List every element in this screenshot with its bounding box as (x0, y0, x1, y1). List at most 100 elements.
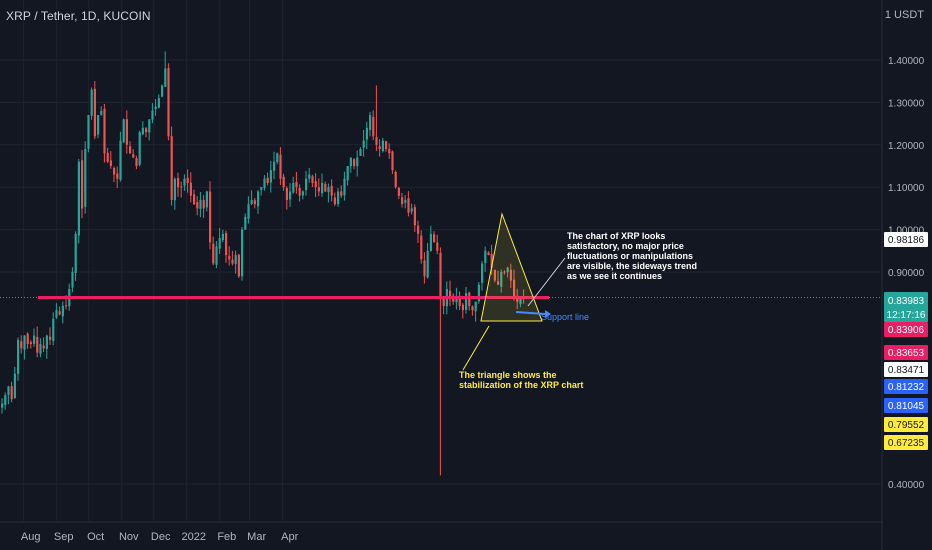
candle (180, 186, 183, 188)
candle (61, 305, 64, 317)
candle (29, 342, 32, 345)
candle (189, 182, 192, 196)
candle (298, 187, 301, 196)
price-label-3 (884, 362, 928, 377)
candle (266, 177, 269, 183)
candle (167, 68, 170, 137)
candle (503, 271, 506, 273)
candle (327, 187, 330, 193)
candle (365, 127, 368, 140)
candle (378, 146, 381, 150)
price-label-text-6: 0.79552 (888, 420, 925, 431)
price-label-2 (884, 345, 928, 360)
candle (202, 199, 205, 209)
candle (100, 110, 103, 115)
candle (413, 207, 416, 226)
y-tick-label-0: 1.40000 (888, 56, 925, 67)
candle (148, 119, 151, 133)
candle (429, 233, 432, 251)
candle (455, 297, 458, 303)
candle (362, 140, 365, 148)
candle (356, 157, 359, 167)
triangle-note-connector (462, 325, 490, 371)
candle (244, 216, 247, 230)
candle (349, 157, 352, 167)
candle (17, 339, 20, 374)
candle (183, 178, 186, 186)
candle (337, 191, 340, 205)
candle (490, 253, 493, 268)
candle (397, 187, 400, 196)
price-label-1 (884, 322, 928, 337)
x-tick-label-2: Oct (87, 531, 104, 543)
candle (420, 235, 423, 260)
candle (285, 187, 288, 200)
candle (205, 191, 208, 208)
candle (375, 137, 378, 145)
candle (74, 233, 77, 274)
candle (308, 174, 311, 179)
candle (237, 254, 240, 277)
candle (87, 115, 90, 149)
candle (103, 108, 106, 154)
candle (353, 159, 356, 166)
candle (13, 373, 16, 399)
candle (23, 335, 26, 350)
candle (234, 255, 237, 265)
current-price-tag (884, 292, 928, 322)
candle (260, 187, 263, 190)
candle (93, 88, 96, 137)
candle (449, 290, 452, 298)
candle (513, 279, 516, 298)
candle (58, 311, 61, 315)
candle (468, 292, 471, 306)
candle (52, 318, 55, 341)
candle (36, 336, 39, 353)
candle (161, 85, 164, 97)
candle (263, 178, 266, 189)
candle (343, 178, 346, 196)
countdown-value: 12:17:16 (887, 310, 926, 321)
y-tick-label-4: 1.00000 (888, 226, 925, 237)
candle (7, 386, 10, 395)
price-label-0 (884, 232, 928, 247)
candle (404, 199, 407, 203)
support-arrow (515, 311, 546, 315)
candle (461, 304, 464, 311)
candle (39, 344, 42, 354)
candle (289, 191, 292, 200)
price-label-text-0: 0.98186 (888, 235, 925, 246)
y-tick-label-5: 0.90000 (888, 268, 925, 279)
candle (215, 246, 218, 265)
candle (519, 297, 522, 304)
candle (77, 161, 80, 236)
candle (109, 160, 112, 166)
y-tick-label-1: 1.30000 (888, 98, 925, 109)
candle (231, 259, 234, 264)
currency-unit-label[interactable]: 1 USDT (884, 9, 924, 21)
chart-title: XRP / Tether, 1D, KUCOIN (6, 9, 151, 23)
candle (369, 115, 372, 130)
candle (410, 208, 413, 212)
candle (311, 176, 314, 183)
candle (228, 255, 231, 260)
candle (97, 115, 100, 135)
candle (388, 149, 391, 154)
candle (116, 173, 119, 179)
candle (241, 229, 244, 277)
candle (81, 160, 84, 209)
candle (20, 341, 23, 349)
candle (154, 106, 157, 110)
candle (372, 116, 375, 137)
price-label-text-3: 0.83471 (888, 365, 925, 376)
candle (106, 152, 109, 162)
candle (279, 154, 282, 179)
candle (253, 200, 256, 205)
candle (321, 182, 324, 194)
candle (497, 281, 500, 285)
candle (10, 386, 13, 400)
candle (500, 272, 503, 287)
candle (282, 176, 285, 188)
